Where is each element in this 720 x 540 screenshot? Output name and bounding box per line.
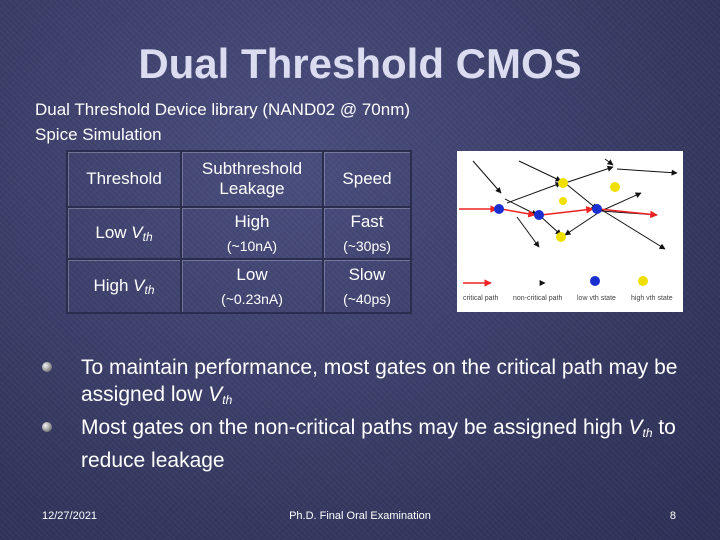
- bullet-text-post: to reduce leakage: [81, 416, 676, 472]
- legend-noncritical-label: non-critical path: [513, 295, 563, 302]
- path-diagram-svg: critical path non-critical path low vth …: [459, 158, 678, 302]
- leakage-value: (~10nA): [226, 238, 278, 254]
- threshold-prefix: Low: [95, 222, 132, 242]
- bullet-sphere-icon: [42, 422, 52, 432]
- noncritical-arrow: [616, 168, 678, 176]
- bullet-item: Most gates on the non-critical paths may…: [40, 414, 680, 474]
- bullet-text: Most gates on the non-critical paths may…: [81, 416, 629, 439]
- leakage-level: High: [234, 212, 270, 231]
- legend-low-swatch: [590, 276, 600, 286]
- high-vth-gate: [559, 197, 567, 205]
- header-speed: Speed: [322, 150, 412, 208]
- low-vth-gate: [494, 204, 504, 214]
- bullet-sub: th: [642, 426, 653, 440]
- threshold-prefix: High: [93, 275, 134, 295]
- speed-level: Fast: [350, 212, 384, 231]
- leakage-level: Low: [236, 265, 268, 284]
- subhead-line-1: Dual Threshold Device library (NAND02 @ …: [35, 100, 411, 119]
- legend: critical path non-critical path low vth …: [463, 276, 673, 302]
- critical-arrow: [540, 206, 594, 216]
- critical-arrow: [500, 208, 536, 218]
- noncritical-arrow: [596, 206, 666, 250]
- low-vth-gate: [592, 204, 602, 214]
- threshold-v: V: [131, 222, 143, 242]
- threshold-sub: th: [142, 229, 153, 244]
- high-vth-gate: [610, 182, 620, 192]
- speed-value: (~30ps): [343, 238, 391, 254]
- speed-level: Slow: [348, 265, 386, 284]
- critical-path: [459, 205, 658, 219]
- threshold-sub: th: [144, 282, 155, 297]
- non-critical-paths: [472, 158, 678, 250]
- leakage-value: (~0.23nA): [221, 291, 283, 307]
- path-diagram: critical path non-critical path low vth …: [457, 151, 683, 312]
- bullet-item: To maintain performance, most gates on t…: [40, 354, 680, 414]
- header-threshold: Threshold: [66, 150, 182, 208]
- cell-leakage: Low (~0.23nA): [180, 258, 324, 314]
- noncritical-arrow: [564, 182, 598, 210]
- noncritical-arrow: [604, 158, 614, 166]
- bullet-sub: th: [222, 393, 233, 407]
- slide-title: Dual Threshold CMOS: [138, 40, 582, 87]
- subheading: Dual Threshold Device library (NAND02 @ …: [35, 97, 410, 147]
- legend-high-label: high vth state: [631, 295, 673, 302]
- legend-low-label: low vth state: [577, 295, 616, 302]
- threshold-comparison-table: Threshold Subthreshold Leakage Speed Low…: [66, 150, 412, 314]
- footer-title: Ph.D. Final Oral Examination: [289, 510, 431, 522]
- noncritical-arrow: [506, 182, 562, 204]
- noncritical-arrow: [472, 160, 502, 194]
- gates: [494, 178, 620, 242]
- table-row: High Vth Low (~0.23nA) Slow (~40ps): [66, 258, 412, 314]
- legend-critical-label: critical path: [463, 295, 499, 302]
- cell-threshold: Low Vth: [66, 206, 182, 260]
- cell-threshold: High Vth: [66, 258, 182, 314]
- cell-leakage: High (~10nA): [180, 206, 324, 260]
- footer-date: 12/27/2021: [42, 510, 98, 522]
- noncritical-arrow: [600, 192, 642, 212]
- bullet-v: V: [628, 416, 643, 439]
- header-leakage-line-1: Subthreshold: [201, 159, 303, 178]
- noncritical-arrow: [564, 210, 602, 236]
- high-vth-gate: [556, 232, 566, 242]
- bullet-sphere-icon: [42, 362, 52, 372]
- critical-arrow: [598, 208, 658, 219]
- noncritical-arrow: [518, 160, 562, 182]
- table-row: Low Vth High (~10nA) Fast (~30ps): [66, 206, 412, 260]
- cell-speed: Slow (~40ps): [322, 258, 412, 314]
- subhead-line-2: Spice Simulation: [35, 125, 162, 144]
- bullet-list: To maintain performance, most gates on t…: [40, 354, 680, 474]
- threshold-v: V: [133, 275, 145, 295]
- table-header-row: Threshold Subthreshold Leakage Speed: [66, 150, 412, 208]
- noncritical-arrow: [516, 216, 540, 248]
- noncritical-arrow: [564, 165, 614, 184]
- header-leakage-line-2: Leakage: [219, 179, 285, 198]
- bullet-v: V: [208, 383, 223, 406]
- low-vth-gate: [534, 210, 544, 220]
- speed-value: (~40ps): [343, 291, 391, 307]
- legend-high-swatch: [638, 276, 648, 286]
- cell-speed: Fast (~30ps): [322, 206, 412, 260]
- bullet-text: To maintain performance, most gates on t…: [81, 356, 678, 406]
- high-vth-gate: [558, 178, 568, 188]
- page-number: 8: [669, 510, 676, 522]
- header-leakage: Subthreshold Leakage: [180, 150, 324, 208]
